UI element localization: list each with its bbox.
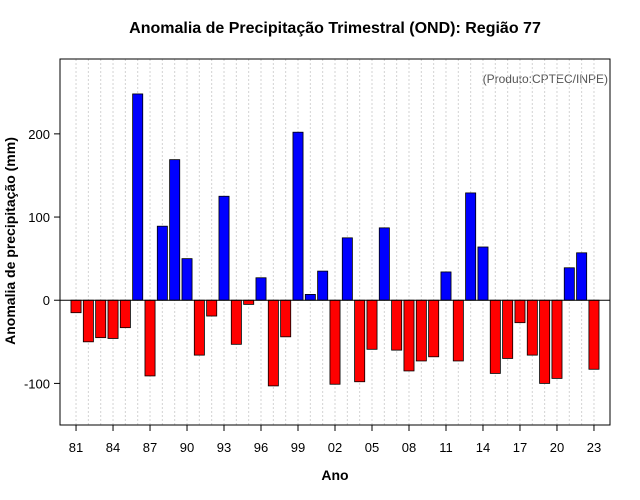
bar-13 xyxy=(465,192,477,301)
bar-84 xyxy=(107,299,119,339)
bar-14 xyxy=(477,246,489,301)
bar-07 xyxy=(391,299,403,351)
bar-08 xyxy=(403,299,415,372)
bar-01 xyxy=(317,270,329,301)
bar-17 xyxy=(514,299,526,324)
product-credit: (Produto:CPTEC/INPE) xyxy=(482,72,608,86)
x-tick-label: 87 xyxy=(143,440,157,455)
x-tick-label: 81 xyxy=(69,440,83,455)
bar-04 xyxy=(354,299,366,383)
bar-10 xyxy=(428,299,440,358)
bar-15 xyxy=(489,299,501,374)
bar-18 xyxy=(526,299,538,356)
bar-00 xyxy=(304,294,316,301)
bar-09 xyxy=(415,299,427,362)
x-tick-label: 84 xyxy=(106,440,120,455)
bar-93 xyxy=(218,195,230,301)
x-tick-label: 08 xyxy=(402,440,416,455)
bar-98 xyxy=(280,299,292,338)
y-tick-label: 200 xyxy=(28,127,50,142)
bar-02 xyxy=(329,299,341,385)
y-tick-label: 100 xyxy=(28,210,50,225)
bar-12 xyxy=(452,299,464,362)
bar-19 xyxy=(539,299,551,384)
bar-21 xyxy=(563,267,575,301)
bar-90 xyxy=(181,258,193,301)
y-tick-label: -100 xyxy=(24,376,50,391)
bar-86 xyxy=(132,93,144,301)
x-tick-label: 93 xyxy=(217,440,231,455)
bar-03 xyxy=(341,237,353,301)
bar-22 xyxy=(576,252,588,301)
bar-88 xyxy=(156,225,168,301)
x-axis-label: Ano xyxy=(321,467,349,483)
bar-95 xyxy=(243,299,255,305)
x-tick-label: 11 xyxy=(439,440,453,455)
bar-94 xyxy=(230,299,242,345)
bar-91 xyxy=(193,299,205,356)
x-tick-label: 20 xyxy=(550,440,564,455)
bar-81 xyxy=(70,299,82,314)
chart-title: Anomalia de Precipitação Trimestral (OND… xyxy=(129,20,541,37)
bar-16 xyxy=(502,299,514,359)
x-tick-label: 90 xyxy=(180,440,194,455)
bar-96 xyxy=(255,277,267,301)
bar-89 xyxy=(169,159,181,301)
x-tick-label: 02 xyxy=(328,440,342,455)
x-tick-label: 14 xyxy=(476,440,490,455)
bar-23 xyxy=(588,299,600,370)
bar-05 xyxy=(366,299,378,350)
bar-87 xyxy=(144,299,156,377)
x-tick-label: 96 xyxy=(254,440,268,455)
bar-97 xyxy=(267,299,279,387)
x-tick-label: 23 xyxy=(587,440,601,455)
bar-82 xyxy=(82,299,94,343)
bar-83 xyxy=(95,299,107,339)
bar-20 xyxy=(551,299,563,379)
x-tick-label: 05 xyxy=(365,440,379,455)
bar-99 xyxy=(292,131,304,301)
bar-92 xyxy=(206,299,218,317)
y-tick-label: 0 xyxy=(43,293,50,308)
bar-06 xyxy=(378,227,390,301)
x-tick-label: 17 xyxy=(513,440,527,455)
bar-11 xyxy=(440,271,452,301)
bar-85 xyxy=(119,299,131,329)
x-tick-label: 99 xyxy=(291,440,305,455)
